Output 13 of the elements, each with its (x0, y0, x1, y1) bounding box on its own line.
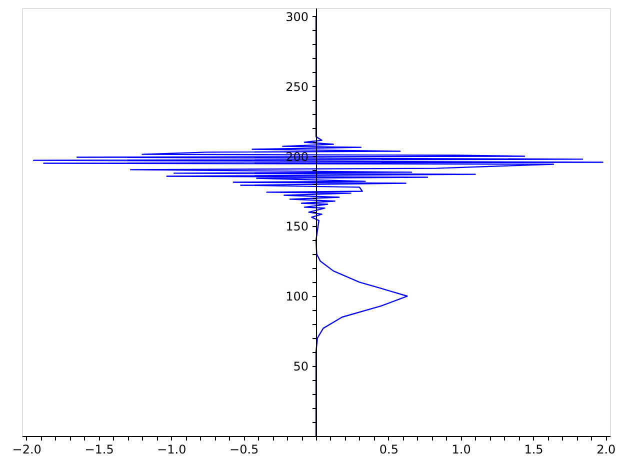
x-tick-label: −2.0 (12, 442, 42, 456)
x-tick-label: −1.5 (84, 442, 114, 456)
x-tick-label: 0.5 (379, 442, 398, 456)
x-tick-label: 2.0 (596, 442, 616, 456)
y-tick-label: 250 (286, 80, 308, 94)
x-tick-label: −0.5 (230, 442, 259, 456)
y-tick-label: 150 (286, 220, 308, 234)
y-tick-label: 300 (286, 10, 308, 24)
y-tick-label: 100 (286, 290, 308, 304)
x-tick-label: 1.5 (524, 442, 544, 456)
x-tick-label: 1.0 (452, 442, 471, 456)
x-tick-label: −1.0 (157, 442, 186, 456)
y-tick-label: 50 (293, 360, 308, 374)
